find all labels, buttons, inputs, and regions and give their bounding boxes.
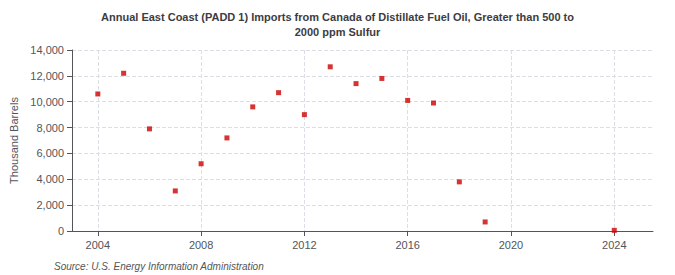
svg-text:2012: 2012 — [292, 239, 316, 251]
svg-text:Source: U.S. Energy Informatio: Source: U.S. Energy Information Administ… — [54, 261, 264, 272]
svg-text:2000 ppm Sulfur: 2000 ppm Sulfur — [295, 26, 381, 38]
svg-text:14,000: 14,000 — [30, 44, 64, 56]
svg-text:6,000: 6,000 — [36, 147, 64, 159]
svg-text:2004: 2004 — [86, 239, 110, 251]
svg-text:12,000: 12,000 — [30, 70, 64, 82]
svg-text:Thousand Barrels: Thousand Barrels — [8, 97, 20, 184]
svg-text:4,000: 4,000 — [36, 173, 64, 185]
svg-text:2008: 2008 — [189, 239, 213, 251]
svg-text:10,000: 10,000 — [30, 96, 64, 108]
svg-text:Annual East Coast (PADD 1) Imp: Annual East Coast (PADD 1) Imports from … — [101, 11, 574, 23]
svg-text:2,000: 2,000 — [36, 199, 64, 211]
svg-text:2016: 2016 — [395, 239, 419, 251]
svg-text:2024: 2024 — [602, 239, 626, 251]
svg-text:0: 0 — [58, 225, 64, 237]
svg-text:2020: 2020 — [499, 239, 523, 251]
svg-text:8,000: 8,000 — [36, 122, 64, 134]
